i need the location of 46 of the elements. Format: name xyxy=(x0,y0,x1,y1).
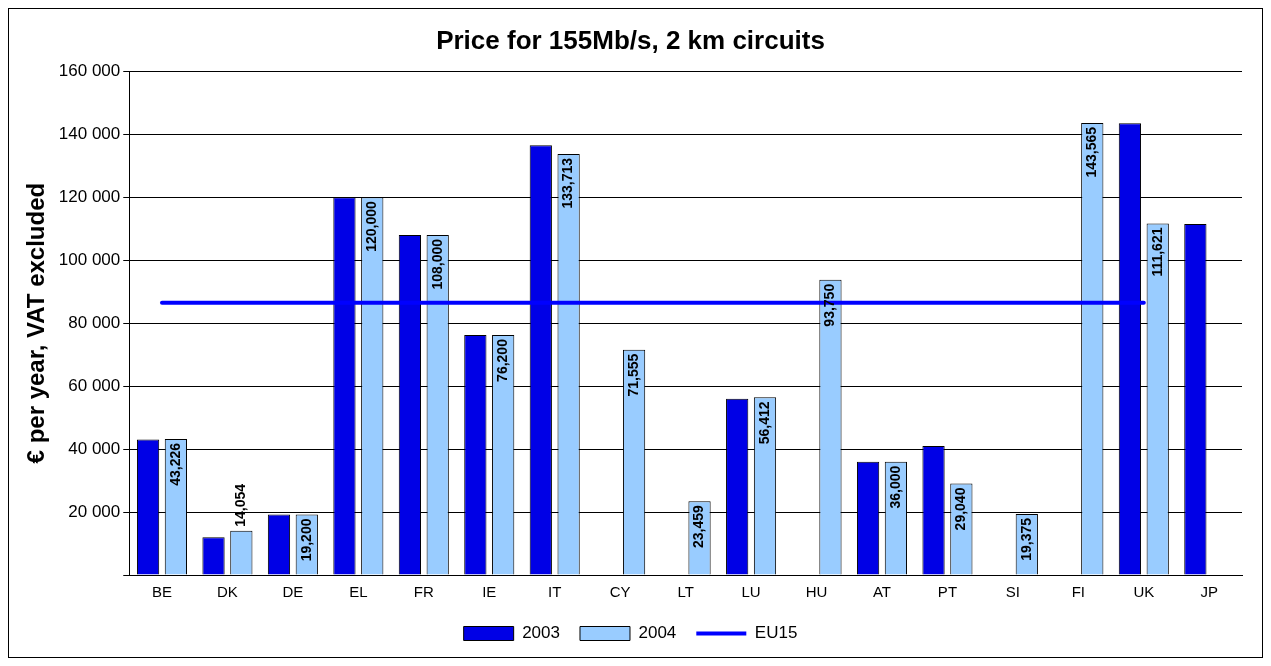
data-label: 143,565 xyxy=(1083,126,1100,178)
data-label: 29,040 xyxy=(952,487,969,531)
data-label: 76,200 xyxy=(494,338,511,382)
x-tick-label: IT xyxy=(548,583,562,601)
data-label: 93,750 xyxy=(821,283,838,327)
legend-label: EU15 xyxy=(754,623,798,643)
x-tick-label: IE xyxy=(482,583,497,601)
x-tick-label: JP xyxy=(1200,583,1219,601)
x-tick-label: FI xyxy=(1071,583,1086,601)
y-tick-label: 100 000 xyxy=(58,249,121,269)
data-label: 133,713 xyxy=(559,157,576,209)
y-tick-label: 80 000 xyxy=(68,312,121,332)
legend-label: 2004 xyxy=(638,623,677,643)
x-tick-label: CY xyxy=(609,583,631,601)
x-tick-label: DE xyxy=(282,583,304,601)
data-label: 56,412 xyxy=(755,401,772,445)
x-tick-label: BE xyxy=(151,583,172,601)
y-tick-label: 160 000 xyxy=(58,60,121,80)
x-tick-label: UK xyxy=(1133,583,1155,601)
data-label: 71,555 xyxy=(624,353,641,397)
y-tick-label: 20 000 xyxy=(68,501,121,521)
x-tick-label: LU xyxy=(741,583,761,601)
x-tick-label: FR xyxy=(413,583,434,601)
data-label: 36,000 xyxy=(886,465,903,509)
chart-title: Price for 155Mb/s, 2 km circuits xyxy=(436,24,825,55)
x-tick-label: DK xyxy=(217,583,238,601)
data-label: 43,226 xyxy=(166,442,183,486)
x-tick-label: AT xyxy=(872,583,892,601)
data-label: 111,621 xyxy=(1148,227,1165,277)
data-label: 19,375 xyxy=(1017,517,1034,561)
x-tick-label: EL xyxy=(349,583,368,601)
data-label: 14,054 xyxy=(232,483,249,527)
y-tick-label: 120 000 xyxy=(58,186,121,206)
data-label: 23,459 xyxy=(690,504,707,548)
y-tick-label: 140 000 xyxy=(58,123,121,143)
x-tick-label: LT xyxy=(677,583,694,601)
legend-label: 2003 xyxy=(522,623,560,643)
data-label: 120,000 xyxy=(363,200,380,252)
y-axis-title: € per year, VAT excluded xyxy=(22,182,50,464)
data-label: 108,000 xyxy=(428,238,445,290)
data-label: 19,200 xyxy=(297,518,314,562)
x-tick-label: PT xyxy=(937,583,958,601)
x-tick-label: HU xyxy=(805,583,828,601)
x-tick-label: SI xyxy=(1005,583,1020,601)
y-tick-label: 60 000 xyxy=(68,375,121,395)
y-tick-label: 40 000 xyxy=(68,438,121,458)
